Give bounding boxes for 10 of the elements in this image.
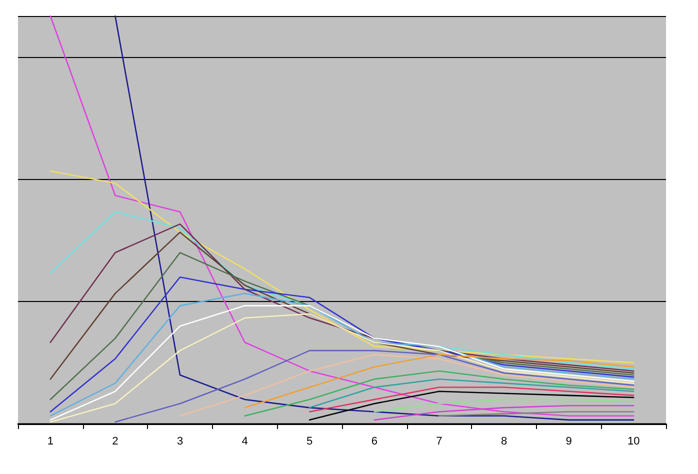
x-tick-label: 7 [436,436,442,448]
x-tick-label: 3 [176,436,184,448]
x-tick-label: 9 [566,436,572,448]
x-tick-label: 10 [627,436,640,448]
x-tick-label: 4 [242,436,248,448]
x-tick-label: 5 [306,436,313,448]
x-tick-label: 2 [112,436,118,448]
x-tick-label: 8 [500,436,508,448]
x-tick-label: 6 [371,436,378,448]
x-tick-label: 1 [47,436,54,448]
